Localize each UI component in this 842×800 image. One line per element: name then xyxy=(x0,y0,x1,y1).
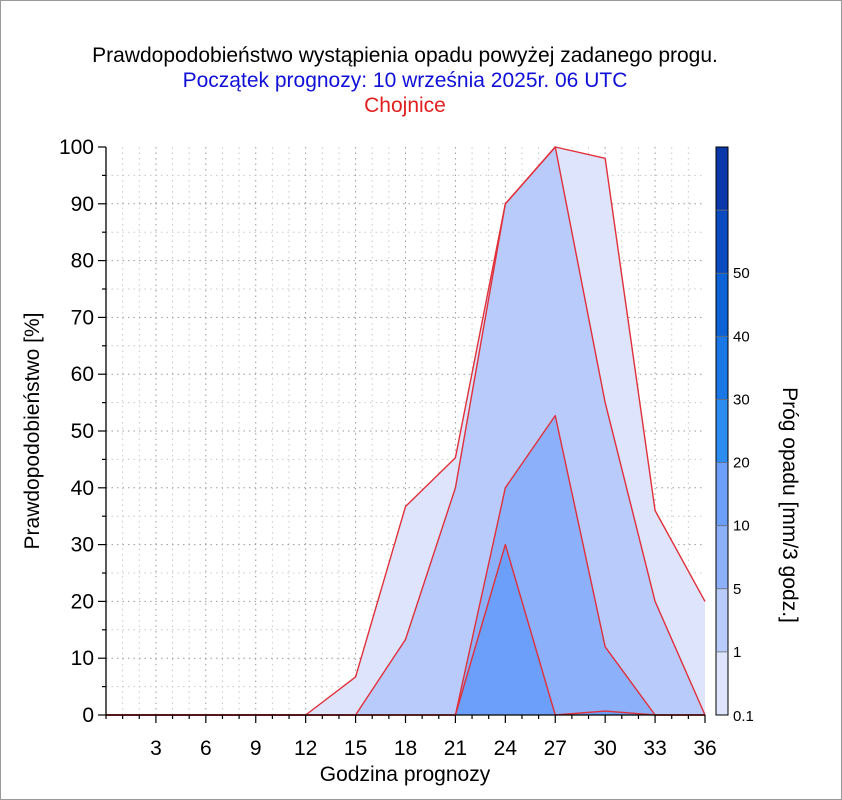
y-tick-label: 40 xyxy=(71,477,94,500)
y-tick-label: 60 xyxy=(71,363,94,386)
x-tick-label: 12 xyxy=(294,737,317,760)
y-tick-label: 70 xyxy=(71,306,94,329)
x-tick-label: 15 xyxy=(344,737,367,760)
y-tick-label: 50 xyxy=(71,420,94,443)
station-name: Chojnice xyxy=(364,94,446,117)
colorbar-segment-40 xyxy=(716,273,728,337)
y-tick-label: 10 xyxy=(71,647,94,670)
colorbar-segment-top xyxy=(716,147,728,211)
x-tick-label: 6 xyxy=(200,737,212,760)
colorbar-segment-50 xyxy=(716,210,728,274)
chart-subtitle: Początek prognozy: 10 września 2025r. 06… xyxy=(183,69,628,92)
y-tick-label: 30 xyxy=(71,534,94,557)
y-axis-ticks: 0 10 20 30 40 50 60 70 80 90 100 xyxy=(59,136,106,727)
x-tick-label: 3 xyxy=(150,737,162,760)
colorbar-segment-30 xyxy=(716,336,728,400)
colorbar-segment-10 xyxy=(716,462,728,526)
y-tick-label: 0 xyxy=(82,704,94,727)
colorbar-tick-label: 20 xyxy=(733,455,750,472)
colorbar-tick-label: 10 xyxy=(733,518,750,535)
area-threshold-5 xyxy=(106,415,705,715)
y-axis-label: Prawdopodobieństwo [%] xyxy=(21,313,44,550)
x-tick-label: 18 xyxy=(394,737,417,760)
x-tick-label: 9 xyxy=(250,737,262,760)
x-axis-label: Godzina prognozy xyxy=(320,763,491,786)
x-tick-label: 24 xyxy=(494,737,518,760)
colorbar-segment-0_1 xyxy=(716,651,728,715)
x-tick-label: 27 xyxy=(544,737,567,760)
colorbar-tick-label: 50 xyxy=(733,265,750,282)
x-tick-label: 33 xyxy=(643,737,666,760)
colorbar-tick-label: 30 xyxy=(733,391,750,408)
colorbar-border xyxy=(715,146,729,716)
colorbar-segment-20 xyxy=(716,399,728,463)
x-tick-label: 36 xyxy=(693,737,716,760)
colorbar: 0.1 1 5 10 20 30 40 50 xyxy=(715,146,754,725)
colorbar-segment-1 xyxy=(716,588,728,652)
x-axis-ticks: 3 6 9 12 15 18 21 24 27 30 33 36 xyxy=(105,715,717,760)
colorbar-segment-5 xyxy=(716,525,728,589)
y-tick-label: 90 xyxy=(71,193,94,216)
x-tick-label: 21 xyxy=(444,737,467,760)
y-tick-label: 100 xyxy=(59,136,94,159)
y-tick-label: 80 xyxy=(71,250,94,273)
chart-title: Prawdopodobieństwo wystąpienia opadu pow… xyxy=(92,44,718,67)
x-tick-label: 30 xyxy=(593,737,616,760)
colorbar-label: Próg opadu [mm/3 godz.] xyxy=(778,387,801,623)
colorbar-tick-label: 40 xyxy=(733,328,750,345)
y-tick-label: 20 xyxy=(71,590,94,613)
colorbar-tick-label: 1 xyxy=(733,644,741,661)
colorbar-tick-label: 0.1 xyxy=(733,708,754,725)
colorbar-tick-label: 5 xyxy=(733,581,741,598)
